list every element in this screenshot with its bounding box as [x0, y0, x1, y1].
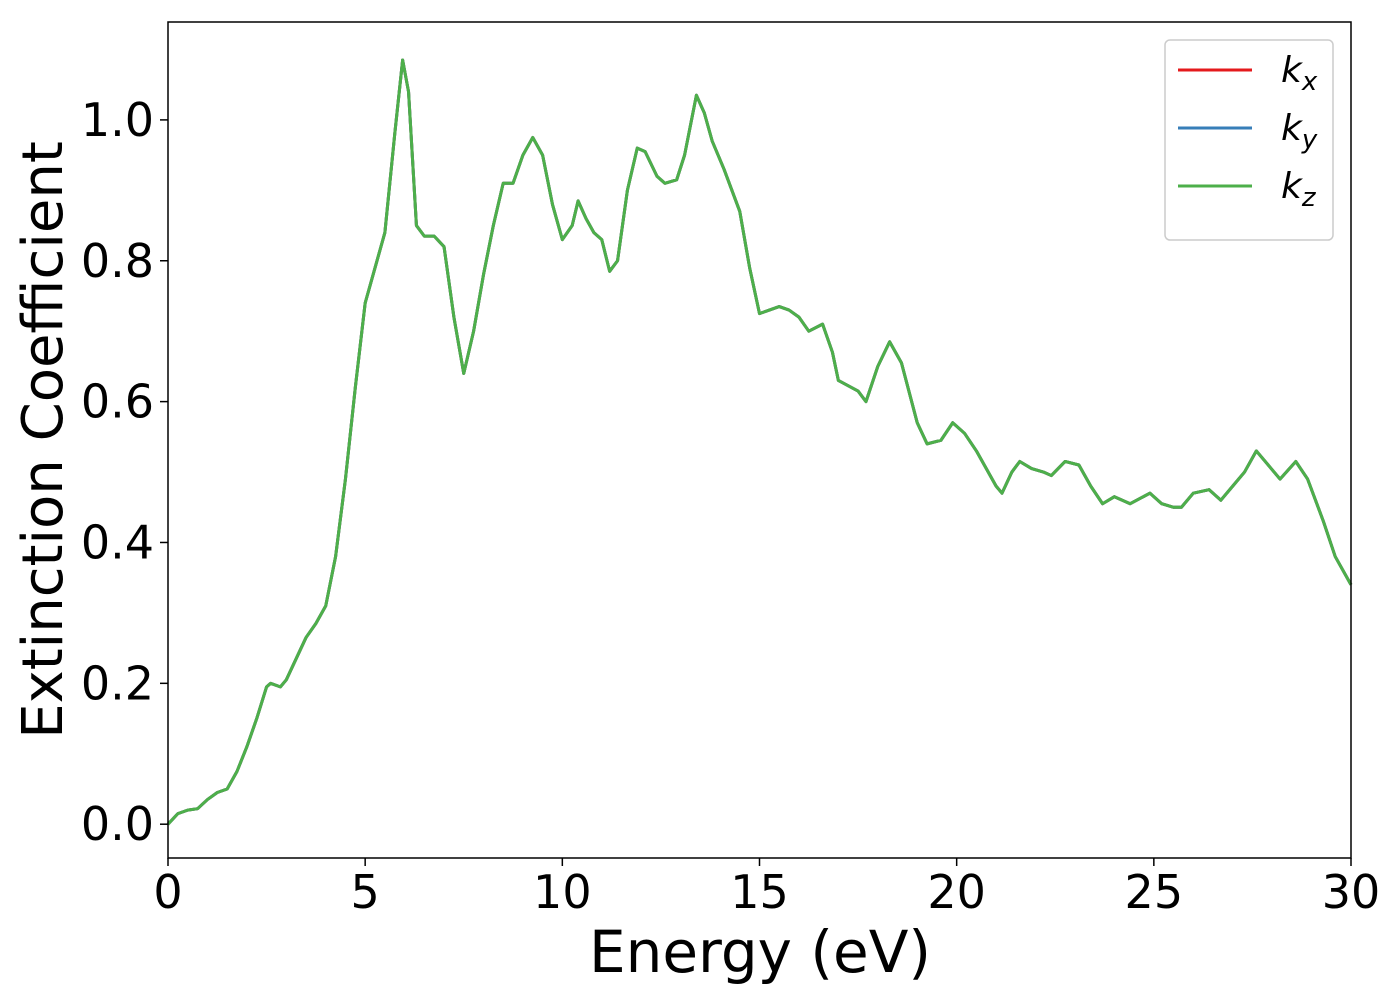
- legend-label: kx: [1281, 50, 1318, 97]
- x-tick-label: 15: [730, 865, 789, 919]
- x-tick-label: 25: [1125, 865, 1184, 919]
- y-tick-label: 0.4: [81, 515, 154, 569]
- x-tick-label: 30: [1322, 865, 1381, 919]
- legend-box: [1164, 39, 1334, 241]
- y-axis-label: Extinction Coefficient: [11, 141, 76, 739]
- y-tick-label: 0.8: [81, 234, 154, 288]
- legend-label: kz: [1281, 166, 1317, 213]
- x-tick-label: 20: [927, 865, 986, 919]
- y-tick-label: 0.2: [81, 656, 154, 710]
- x-axis-label: Energy (eV): [589, 918, 931, 986]
- x-tick-label: 10: [533, 865, 592, 919]
- y-tick-label: 0.6: [81, 375, 154, 429]
- line-series: [166, 58, 1353, 826]
- y-tick-label: 0.0: [81, 797, 154, 851]
- plot-frame: [167, 21, 1352, 859]
- x-tick-label: 0: [153, 865, 182, 919]
- legend-label: ky: [1281, 108, 1318, 155]
- y-tick-label: 1.0: [81, 93, 154, 147]
- x-tick-label: 5: [351, 865, 380, 919]
